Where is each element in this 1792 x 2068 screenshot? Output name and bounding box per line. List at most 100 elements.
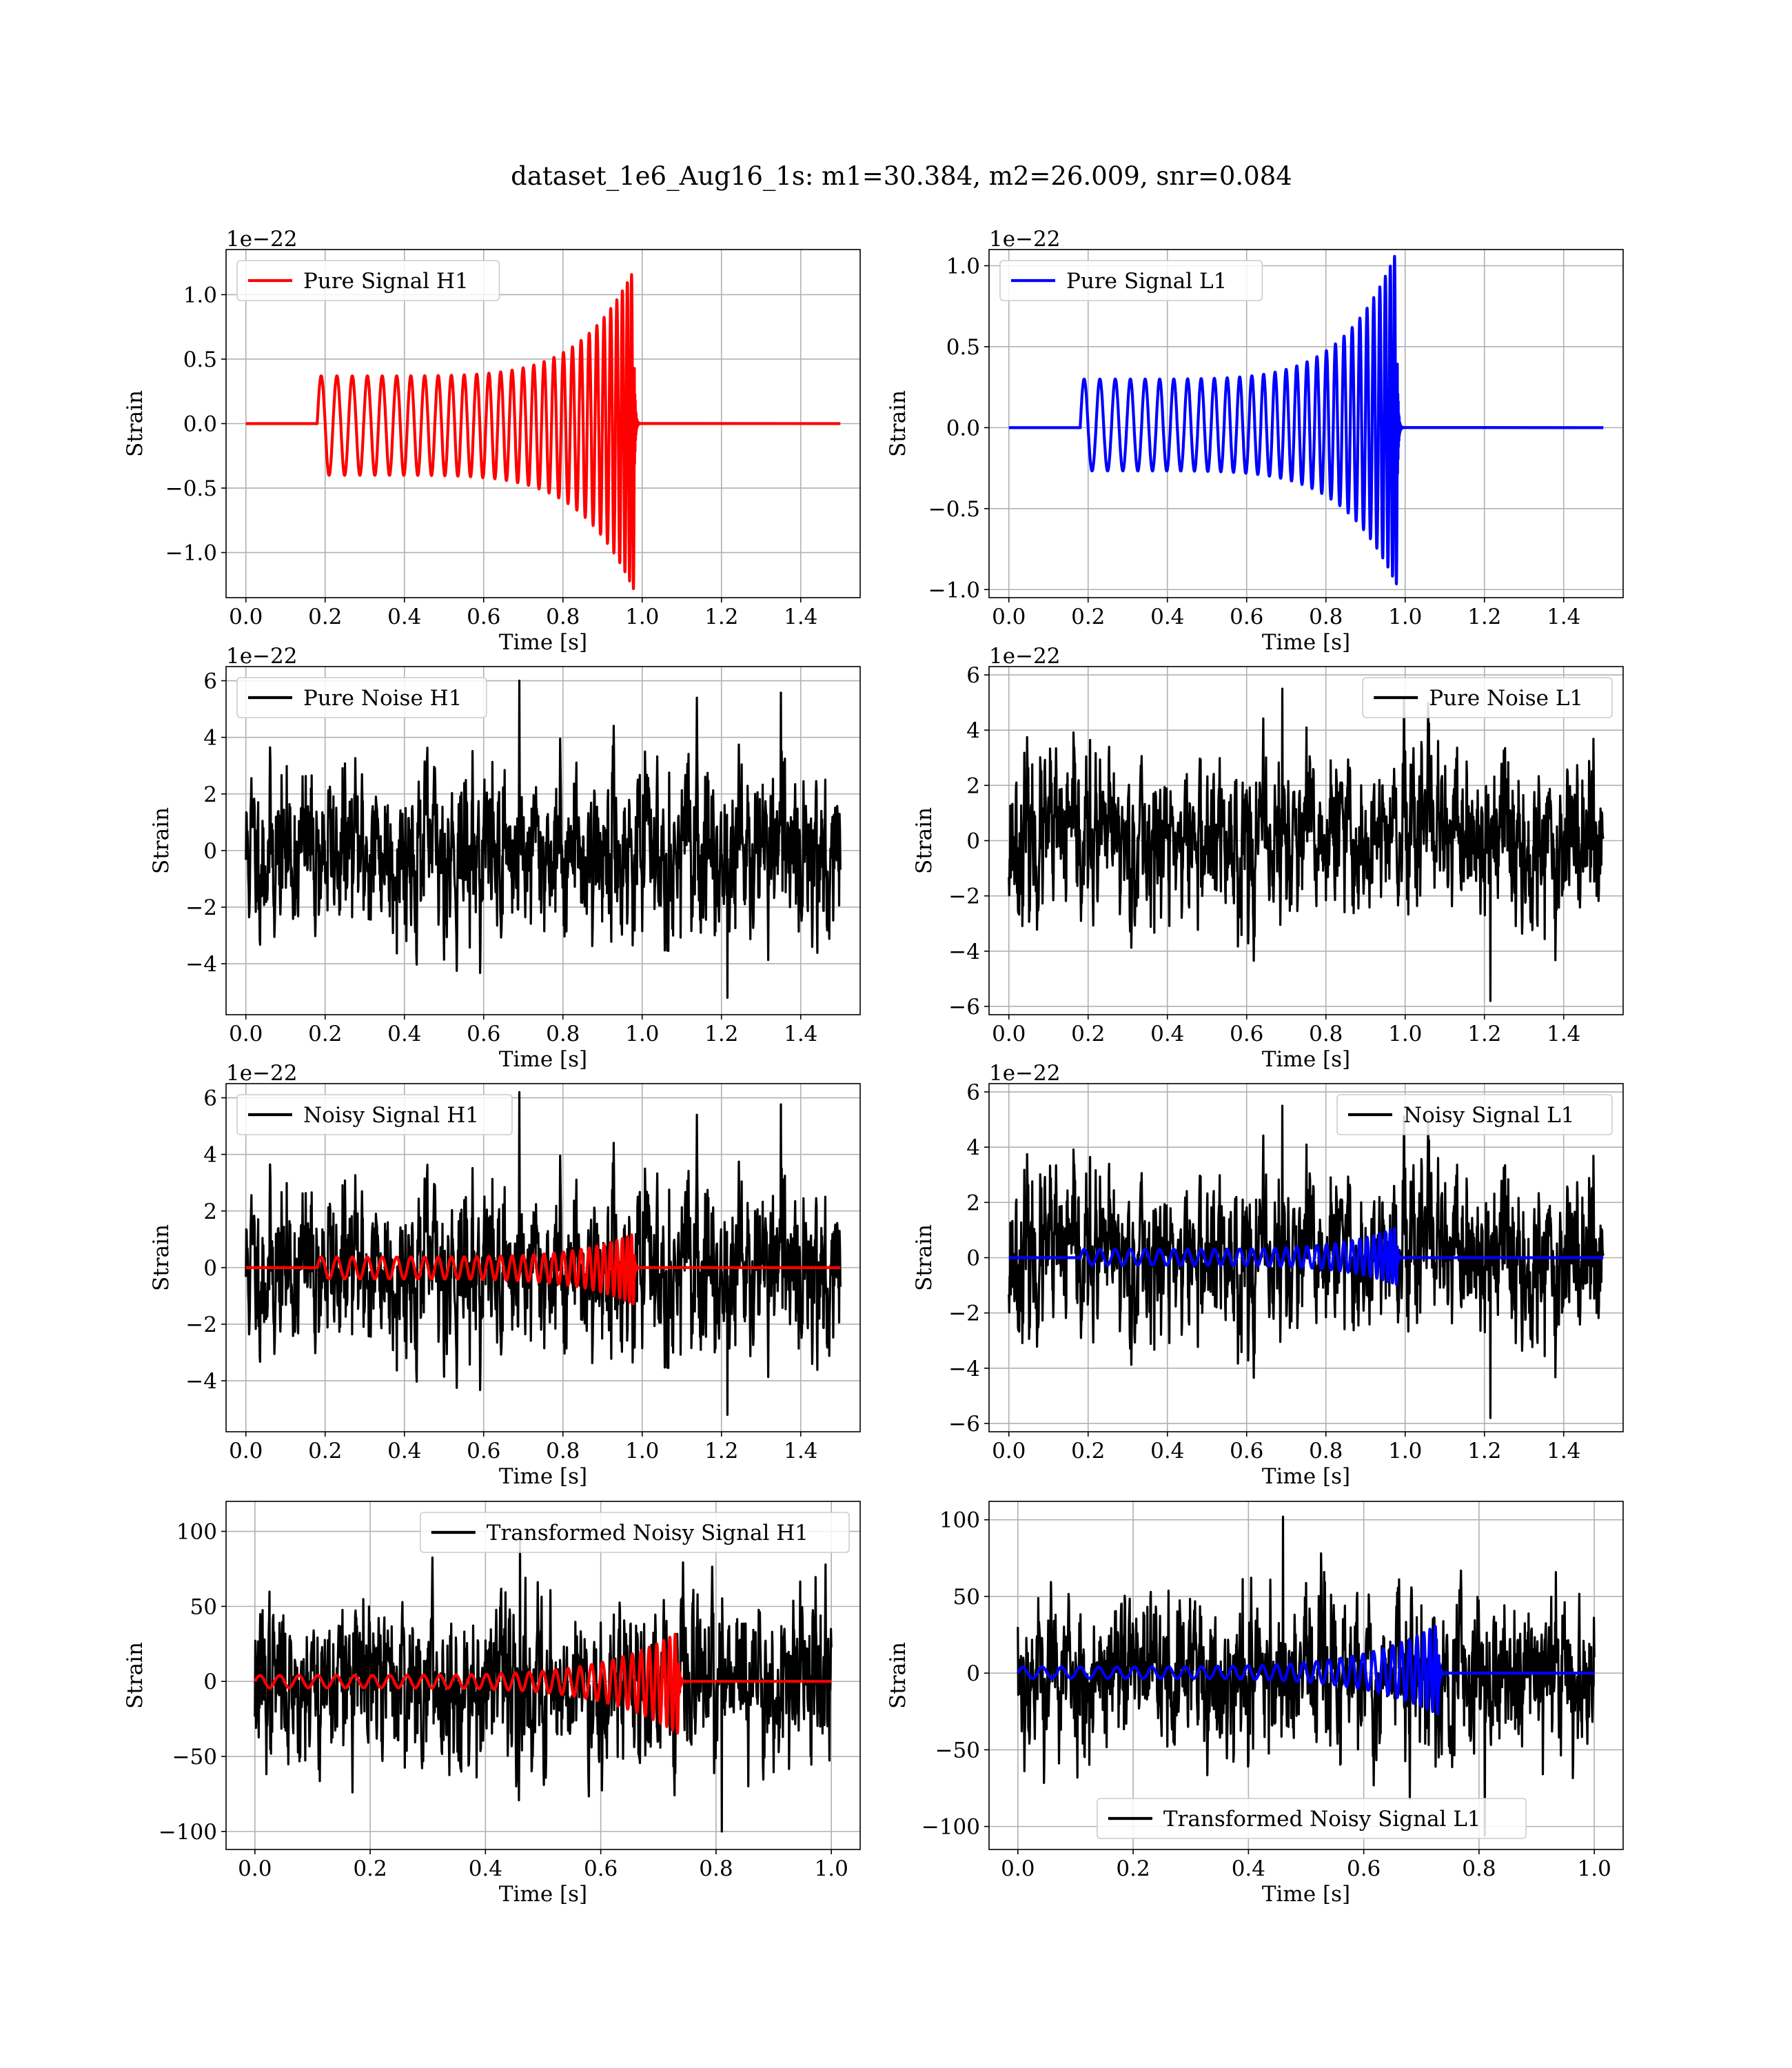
x-tick-label: 1.2 xyxy=(704,605,738,629)
x-tick-label: 0.6 xyxy=(1230,605,1263,629)
x-tick-label: 0.8 xyxy=(699,1856,733,1881)
y-offset-text: 1e−22 xyxy=(989,227,1061,252)
y-axis-label: Strain xyxy=(886,1642,910,1709)
y-tick-label: −0.5 xyxy=(928,497,980,522)
y-tick-label: 0 xyxy=(203,839,217,864)
x-tick-label: 0.8 xyxy=(1309,1022,1343,1046)
legend-box xyxy=(236,1094,513,1135)
y-tick-label: 4 xyxy=(966,718,980,743)
x-tick-label: 0.6 xyxy=(584,1856,618,1881)
y-tick-label: −2 xyxy=(185,895,217,920)
y-tick-label: 100 xyxy=(939,1508,980,1533)
y-tick-label: 50 xyxy=(953,1585,980,1610)
legend-box xyxy=(1336,1094,1613,1135)
x-tick-label: 0.0 xyxy=(1001,1856,1035,1881)
x-tick-label: 0.0 xyxy=(992,1022,1026,1046)
y-tick-label: 6 xyxy=(203,1086,217,1111)
x-tick-label: 0.0 xyxy=(229,1439,263,1463)
signal-series-line xyxy=(245,1233,841,1306)
x-tick-label: 1.0 xyxy=(1578,1856,1611,1881)
y-axis-label: Strain xyxy=(149,1224,174,1291)
x-tick-label: 0.6 xyxy=(1347,1856,1381,1881)
x-tick-label: 1.4 xyxy=(784,1022,817,1046)
x-tick-label: 0.2 xyxy=(1116,1856,1150,1881)
x-tick-label: 0.4 xyxy=(387,1022,421,1046)
x-tick-label: 1.0 xyxy=(1388,1022,1422,1046)
y-tick-label: 0.5 xyxy=(946,335,980,360)
y-tick-label: 0 xyxy=(966,1661,980,1686)
y-axis-label: Strain xyxy=(886,390,910,457)
y-axis-label: Strain xyxy=(149,807,174,874)
y-axis-label: Strain xyxy=(123,390,147,457)
axes-frame xyxy=(988,1501,1624,1850)
legend-label: Noisy Signal H1 xyxy=(303,1103,479,1128)
x-tick-label: 0.8 xyxy=(1462,1856,1496,1881)
x-tick-label: 0.4 xyxy=(469,1856,502,1881)
x-tick-label: 1.0 xyxy=(1388,1439,1422,1463)
legend: Pure Signal L1 xyxy=(999,260,1263,301)
x-tick-label: 1.2 xyxy=(704,1022,738,1046)
y-tick-label: −100 xyxy=(922,1815,980,1840)
signal-series-line xyxy=(253,1632,832,1735)
y-tick-label: 6 xyxy=(203,669,217,694)
y-axis-label: Strain xyxy=(912,1224,937,1291)
x-tick-label: 1.2 xyxy=(1467,1022,1501,1046)
legend-label: Pure Signal L1 xyxy=(1066,269,1227,294)
x-axis-label: Time [s] xyxy=(499,1464,587,1489)
x-axis-label: Time [s] xyxy=(1262,1464,1350,1489)
y-tick-label: −6 xyxy=(948,995,980,1020)
y-tick-label: 0 xyxy=(966,1246,980,1271)
x-tick-label: 0.0 xyxy=(229,605,263,629)
x-tick-label: 0.4 xyxy=(387,1439,421,1463)
x-tick-label: 1.2 xyxy=(1467,605,1501,629)
y-tick-label: 0 xyxy=(203,1256,217,1281)
subplot-4: 0.0 0.2 0.4 0.6 0.8 1.0 1.2 1.4 6 4 2 0 −2 −4 −6 Time [… xyxy=(912,644,1624,1072)
x-tick-label: 0.4 xyxy=(1150,605,1184,629)
y-tick-label: 6 xyxy=(966,1080,980,1105)
x-tick-label: 0.2 xyxy=(1071,605,1105,629)
y-tick-label: −4 xyxy=(948,940,980,964)
figure-title: dataset_1e6_Aug16_1s: m1=30.384, m2=26.0… xyxy=(511,161,1292,192)
y-axis-label: Strain xyxy=(912,807,937,874)
axes-frame xyxy=(225,1501,861,1850)
x-tick-label: 0.4 xyxy=(387,605,421,629)
x-axis-label: Time [s] xyxy=(499,1047,587,1072)
y-tick-label: 0 xyxy=(966,829,980,854)
y-tick-label: −2 xyxy=(948,884,980,909)
y-tick-label: −100 xyxy=(159,1820,217,1845)
legend-box xyxy=(999,260,1263,301)
x-tick-label: 1.4 xyxy=(1547,1439,1580,1463)
y-tick-label: −50 xyxy=(172,1745,217,1770)
y-axis-label: Strain xyxy=(123,1642,147,1709)
y-tick-label: 0.5 xyxy=(183,347,217,372)
x-tick-label: 1.0 xyxy=(625,605,659,629)
x-axis-label: Time [s] xyxy=(1262,630,1350,655)
x-tick-label: 1.0 xyxy=(625,1022,659,1046)
subplot-3: 0.0 0.2 0.4 0.6 0.8 1.0 1.2 1.4 6 4 2 0 −2 −4 Time [s]… xyxy=(149,644,861,1072)
x-tick-label: 0.2 xyxy=(308,605,342,629)
signal-series-line xyxy=(245,273,841,591)
y-tick-label: −0.5 xyxy=(165,476,217,501)
subplot-5: 0.0 0.2 0.4 0.6 0.8 1.0 1.2 1.4 6 4 2 0 −2 −4 Time [s]… xyxy=(149,1061,861,1489)
y-tick-label: 6 xyxy=(966,663,980,688)
y-tick-label: 50 xyxy=(190,1594,217,1619)
x-tick-label: 0.8 xyxy=(546,605,580,629)
legend-label: Pure Signal H1 xyxy=(303,269,469,294)
signal-series-line xyxy=(1008,1227,1604,1286)
y-tick-label: 100 xyxy=(176,1520,217,1545)
y-tick-label: 4 xyxy=(966,1135,980,1160)
legend-box xyxy=(1097,1798,1527,1839)
y-offset-text: 1e−22 xyxy=(226,1061,298,1086)
x-tick-label: 0.2 xyxy=(308,1439,342,1463)
noise-series-line xyxy=(1008,1104,1605,1419)
legend-label: Transformed Noisy Signal L1 xyxy=(1163,1807,1481,1832)
x-tick-label: 0.0 xyxy=(238,1856,272,1881)
x-tick-label: 0.2 xyxy=(1071,1022,1105,1046)
x-tick-label: 0.0 xyxy=(229,1022,263,1046)
y-tick-label: 0 xyxy=(203,1670,217,1694)
x-axis-label: Time [s] xyxy=(499,630,587,655)
y-tick-label: −2 xyxy=(948,1301,980,1326)
x-axis-label: Time [s] xyxy=(499,1882,587,1907)
